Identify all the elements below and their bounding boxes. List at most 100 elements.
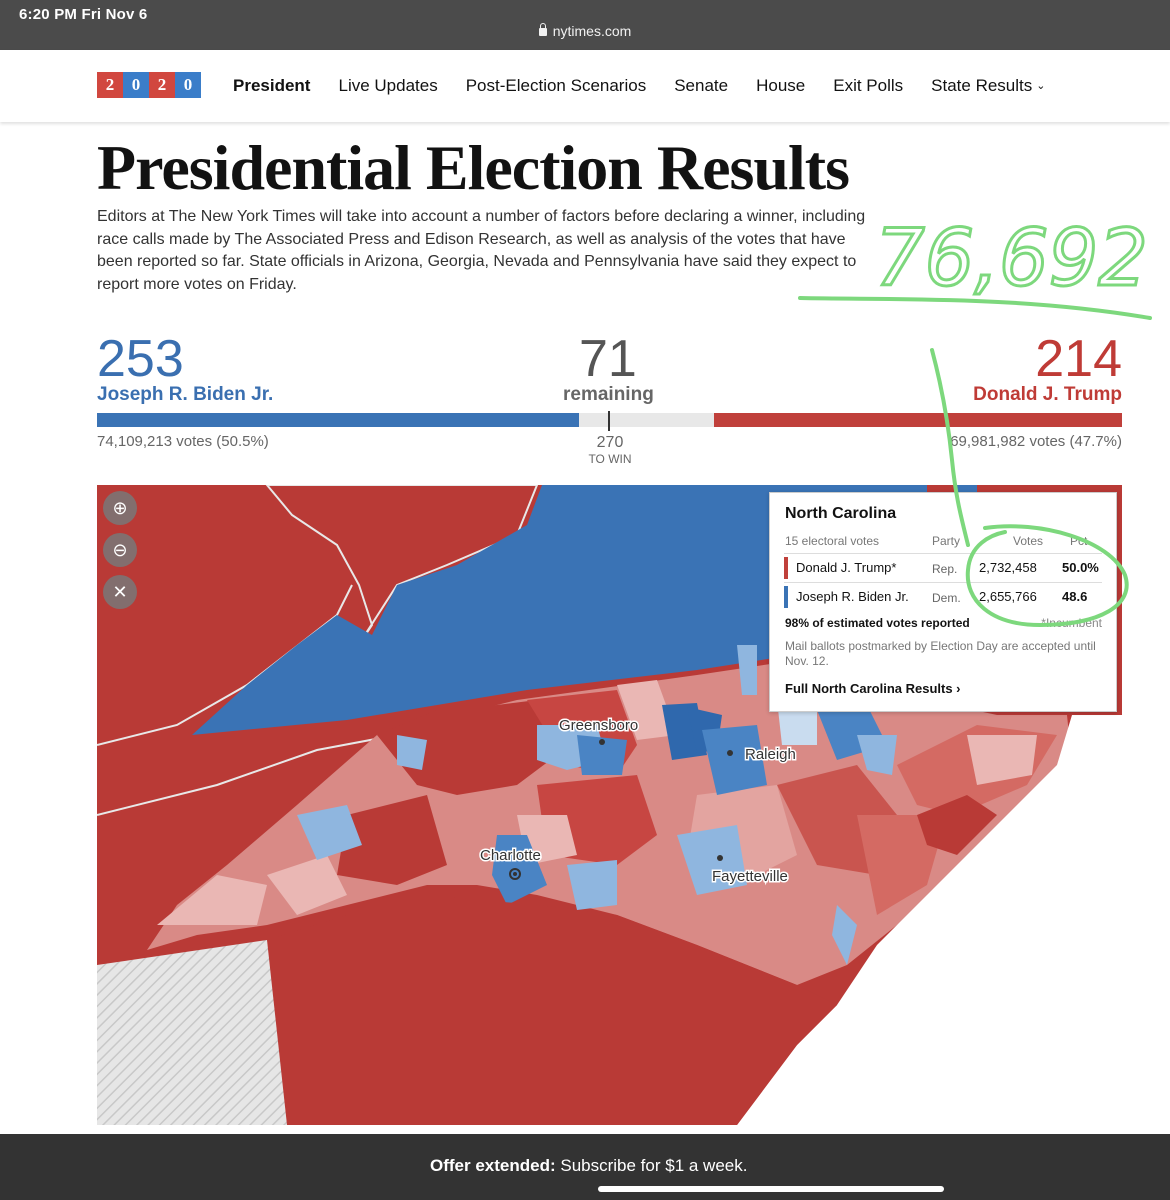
popup-candidate-votes: 2,655,766 <box>979 589 1037 604</box>
nav-item-exit-polls[interactable]: Exit Polls <box>833 76 904 95</box>
offer-rest: Subscribe for $1 a week. <box>555 1156 748 1175</box>
county-cluster <box>267 855 347 915</box>
south-carolina-region <box>267 895 837 1125</box>
popup-header-votes: Votes <box>1013 534 1044 548</box>
county-cluster <box>377 700 557 795</box>
nav-item-state-results-label: State Results <box>931 76 1033 95</box>
county-light-blue <box>737 645 757 695</box>
county-cluster <box>157 875 267 925</box>
county-light-blue-coast <box>832 905 857 965</box>
party-swatch-dem <box>784 586 788 608</box>
party-swatch-rep <box>784 557 788 579</box>
nav-item-senate[interactable]: Senate <box>674 76 729 95</box>
popup-header-pct: Pct. <box>1070 534 1091 548</box>
full-state-results-link[interactable]: Full North Carolina Results › <box>785 681 961 696</box>
county-light-blue <box>397 735 427 770</box>
remaining-electoral-bar <box>579 413 714 427</box>
county-cluster <box>617 680 677 740</box>
url-text: nytimes.com <box>552 23 632 39</box>
county-cluster <box>337 795 447 885</box>
popup-reported: 98% of estimated votes reported <box>785 616 970 630</box>
ocean-area <box>737 715 1122 1125</box>
county-cluster <box>967 735 1037 785</box>
virginia-region <box>192 485 927 735</box>
intro-paragraph: Editors at The New York Times will take … <box>97 208 866 293</box>
popup-candidate-votes: 2,732,458 <box>979 560 1037 575</box>
county-light-blue <box>297 805 362 860</box>
city-marker-greensboro <box>599 739 605 745</box>
nav-item-president[interactable]: President <box>233 76 311 95</box>
offer-text: Offer extended: Subscribe for $1 a week. <box>0 1156 1170 1176</box>
trump-electoral-bar <box>714 413 1122 427</box>
handwritten-number: 76,692 <box>875 214 1148 304</box>
nav-item-state-results[interactable]: State Results ⌄ <box>931 76 1045 96</box>
county-light-blue <box>857 735 897 775</box>
city-marker-fayetteville <box>717 855 723 861</box>
logo-digit: 0 <box>175 72 201 98</box>
popup-candidate-pct: 50.0% <box>1062 560 1099 575</box>
close-map-button[interactable]: ✕ <box>103 575 137 609</box>
nav-menu: President Live Updates Post-Election Sce… <box>233 76 1073 96</box>
nav-item-live-updates[interactable]: Live Updates <box>338 76 438 95</box>
popup-candidate-party: Rep. <box>932 562 958 576</box>
county-blue-mecklenburg <box>492 835 547 905</box>
zoom-out-icon: ⊖ <box>112 540 128 560</box>
popup-electoral-votes: 15 electoral votes <box>785 534 880 548</box>
popup-incumbent-note: *Incumbent <box>1041 616 1102 630</box>
status-bar: 6:20 PM Fri Nov 6 nytimes.com <box>0 0 1170 50</box>
biden-electoral-count: 253 <box>97 330 184 388</box>
popup-candidate-pct: 48.6 <box>1062 589 1088 604</box>
zoom-in-icon: ⊕ <box>112 498 128 518</box>
zoom-out-button[interactable]: ⊖ <box>103 533 137 567</box>
county-blue-wake <box>702 725 767 795</box>
county-light-blue <box>677 825 747 895</box>
logo-digit: 0 <box>123 72 149 98</box>
city-marker-charlotte-dot <box>513 872 517 876</box>
popup-candidate-name: Joseph R. Biden Jr. <box>796 589 909 604</box>
close-icon: ✕ <box>112 582 128 602</box>
state-results-popup: North Carolina 15 electoral votes Party … <box>769 492 1117 712</box>
biden-name: Joseph R. Biden Jr. <box>97 384 274 405</box>
popup-row-trump: Donald J. Trump* Rep. 2,732,458 50.0% <box>784 553 1102 580</box>
lock-icon <box>538 23 547 36</box>
to-win-number: 270 <box>596 434 624 451</box>
georgia-no-data-region <box>97 940 287 1125</box>
home-indicator[interactable] <box>598 1186 944 1192</box>
city-label-fayetteville: Fayetteville <box>712 868 788 885</box>
remaining-label: remaining <box>563 384 654 405</box>
to-win-label: 270 TO WIN <box>560 434 660 466</box>
subscription-offer-bar[interactable]: Offer extended: Subscribe for $1 a week. <box>0 1134 1170 1200</box>
trump-electoral-count: 214 <box>1035 330 1122 388</box>
nav-item-post-election-scenarios[interactable]: Post-Election Scenarios <box>465 76 647 95</box>
nav-item-house[interactable]: House <box>756 76 806 95</box>
popup-header-party: Party <box>932 534 961 548</box>
status-time: 6:20 PM Fri Nov 6 <box>19 6 148 23</box>
popup-candidate-party: Dem. <box>932 591 961 605</box>
zoom-in-button[interactable]: ⊕ <box>103 491 137 525</box>
trump-popular-votes: 69,981,982 votes (47.7%) <box>950 433 1122 450</box>
popup-candidate-name: Donald J. Trump* <box>796 560 897 575</box>
election-2020-logo[interactable]: 2 0 2 0 <box>97 72 201 98</box>
biden-electoral-bar <box>97 413 579 427</box>
city-label-charlotte: Charlotte <box>480 847 541 864</box>
to-win-marker <box>608 411 610 431</box>
city-marker-raleigh <box>727 750 733 756</box>
offer-bold: Offer extended: <box>430 1156 556 1175</box>
biden-popular-votes: 74,109,213 votes (50.5%) <box>97 433 269 450</box>
county-blue-forsyth <box>577 735 627 775</box>
city-label-raleigh: Raleigh <box>745 746 796 763</box>
chevron-down-icon: ⌄ <box>1036 80 1046 92</box>
county-cluster-coastal <box>917 795 997 855</box>
city-label-greensboro: Greensboro <box>559 717 638 734</box>
county-light-blue <box>567 860 617 910</box>
address-bar[interactable]: nytimes.com <box>0 23 1170 39</box>
popup-row-biden: Joseph R. Biden Jr. Dem. 2,655,766 48.6 <box>784 582 1102 609</box>
city-marker-charlotte <box>509 868 521 880</box>
popup-state-name: North Carolina <box>785 505 897 522</box>
page-title: Presidential Election Results <box>97 132 850 203</box>
to-win-text: TO WIN <box>588 452 632 466</box>
logo-digit: 2 <box>149 72 175 98</box>
logo-digit: 2 <box>97 72 123 98</box>
state-border <box>97 734 398 816</box>
popup-mail-note: Mail ballots postmarked by Election Day … <box>785 639 1096 668</box>
